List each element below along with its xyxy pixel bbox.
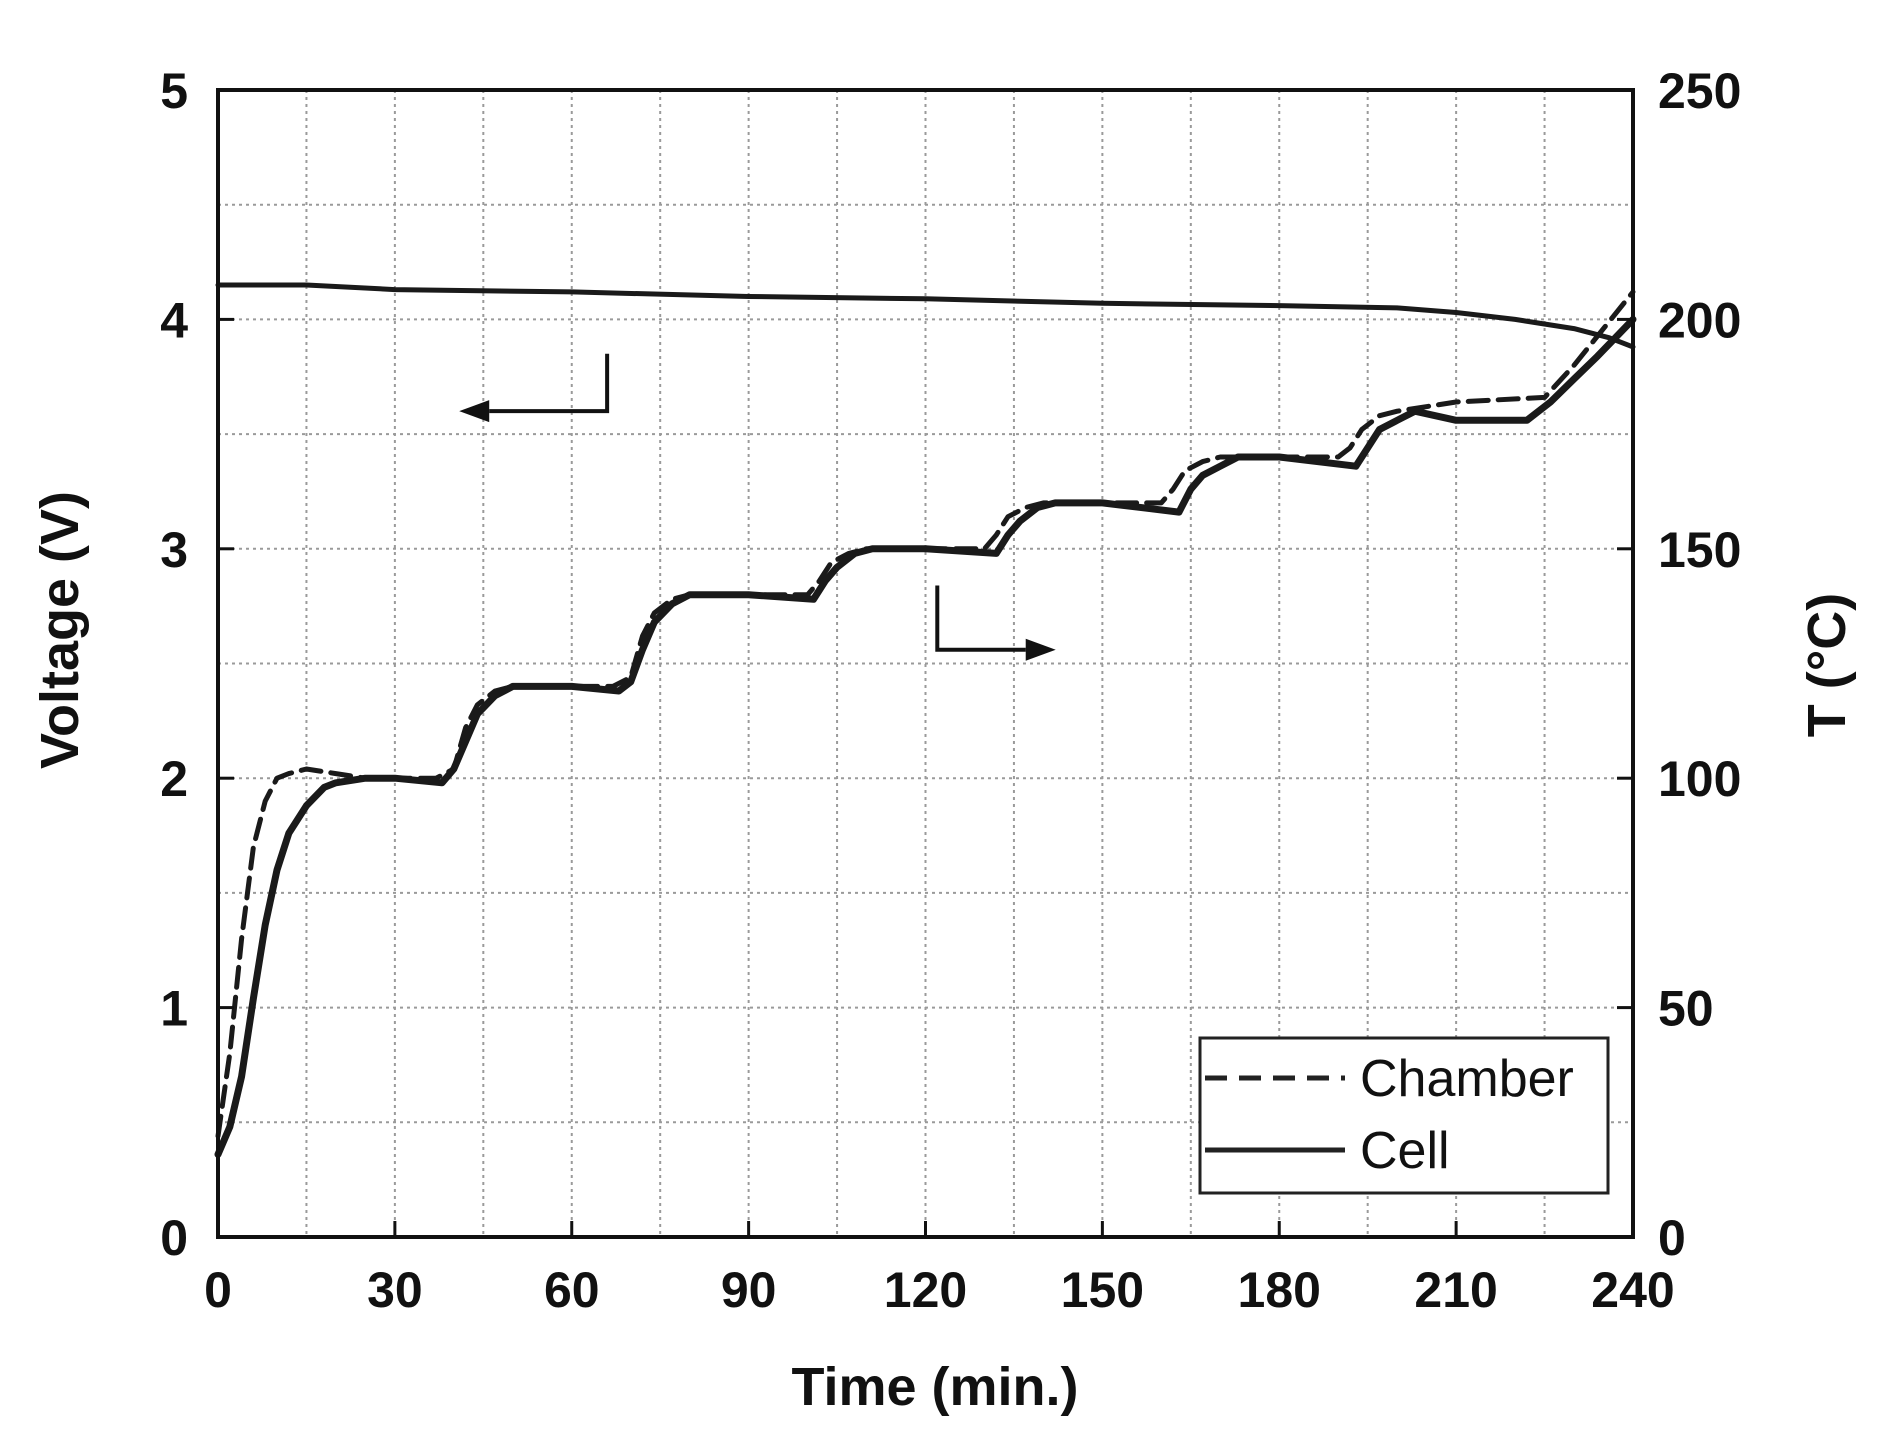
legend-cell-label: Cell — [1360, 1122, 1450, 1180]
series-cell — [214, 315, 1637, 1158]
x-tick-label: 120 — [884, 1262, 967, 1318]
y-left-tick-label: 1 — [160, 981, 188, 1037]
y-left-tick-label: 4 — [160, 292, 188, 348]
x-axis-title: Time (min.) — [791, 1357, 1078, 1417]
x-tick-label: 240 — [1591, 1262, 1674, 1318]
x-tick-label: 60 — [544, 1262, 600, 1318]
temperature-arrow-head — [1025, 638, 1056, 661]
y-left-tick-label: 0 — [160, 1210, 188, 1266]
y-right-tick-label: 150 — [1658, 522, 1741, 578]
voltage-arrow-head — [459, 400, 490, 423]
y-right-tick-label: 50 — [1658, 981, 1714, 1037]
y-axis-left-title: Voltage (V) — [30, 491, 90, 769]
temperature-arrow-shaft — [935, 585, 1026, 652]
x-tick-label: 150 — [1061, 1262, 1144, 1318]
y-left-tick-label: 5 — [160, 63, 188, 119]
y-right-tick-label: 100 — [1658, 751, 1741, 807]
x-tick-label: 180 — [1238, 1262, 1321, 1318]
x-tick-label: 90 — [721, 1262, 777, 1318]
x-tick-label: 0 — [204, 1262, 232, 1318]
y-right-tick-label: 200 — [1658, 292, 1741, 348]
y-axis-right-title: T (°C) — [1797, 593, 1857, 738]
x-tick-label: 210 — [1414, 1262, 1497, 1318]
data-series — [214, 282, 1637, 1158]
x-tick-label: 30 — [367, 1262, 423, 1318]
legend: Chamber Cell — [1198, 1036, 1610, 1195]
legend-chamber-label: Chamber — [1360, 1050, 1574, 1108]
y-left-tick-label: 3 — [160, 522, 188, 578]
series-voltage — [215, 282, 1636, 350]
voltage-arrow-shaft — [489, 353, 610, 414]
annotations — [459, 353, 1056, 661]
y-right-tick-label: 250 — [1658, 63, 1741, 119]
y-left-tick-label: 2 — [160, 751, 188, 807]
legend-box — [1198, 1036, 1610, 1195]
axis-ticks: 0 30 60 90 120 150 180 210 240012345050100150200… — [160, 63, 1741, 1318]
y-right-tick-label: 0 — [1658, 1210, 1686, 1266]
